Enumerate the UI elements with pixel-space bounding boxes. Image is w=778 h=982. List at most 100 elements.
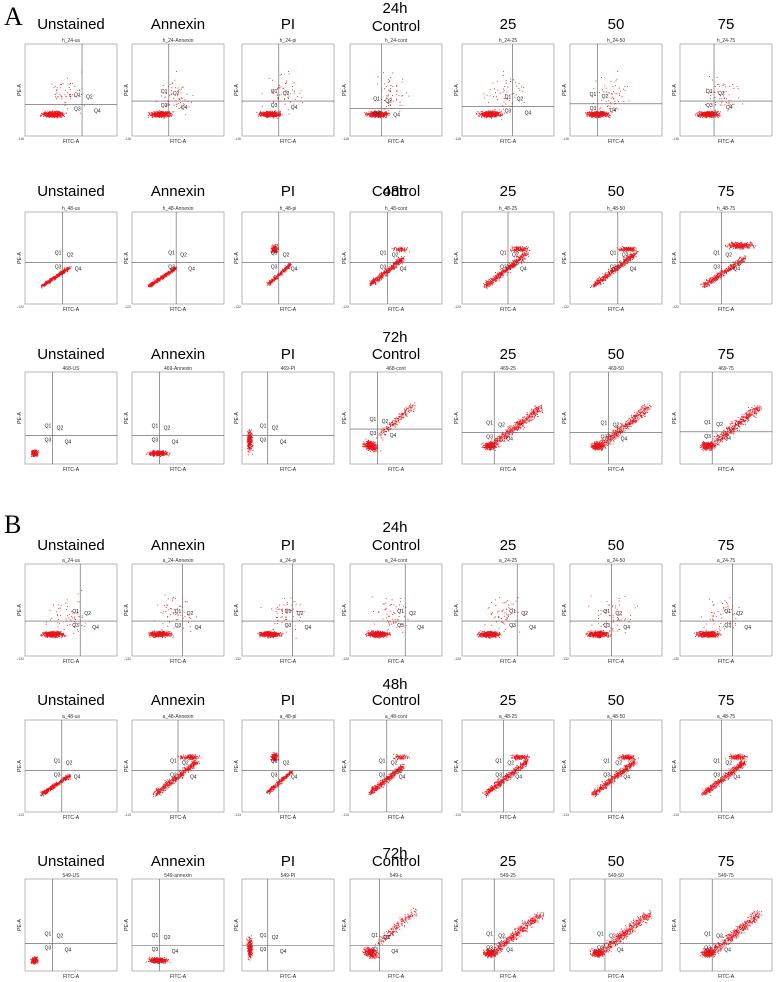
event-dot: [491, 115, 493, 117]
event-dot: [601, 115, 602, 116]
event-dot: [715, 114, 717, 116]
event-dot: [179, 88, 181, 90]
event-dot: [181, 88, 182, 90]
event-dot: [589, 111, 590, 113]
event-dot: [57, 111, 58, 113]
event-dot: [495, 115, 496, 116]
event-dot: [272, 79, 273, 81]
event-dot: [156, 115, 157, 117]
event-dot: [390, 85, 392, 86]
event-dot: [380, 116, 382, 118]
event-dot: [487, 111, 489, 113]
event-dot: [171, 270, 173, 272]
event-dot: [383, 115, 385, 117]
event-dot: [61, 114, 63, 116]
event-dot: [491, 116, 493, 118]
event-dot: [607, 113, 609, 114]
event-dot: [282, 88, 284, 90]
event-dot: [162, 117, 164, 119]
event-dot: [59, 271, 61, 273]
event-dot: [156, 113, 158, 114]
event-dot: [383, 113, 384, 115]
event-dot: [594, 111, 596, 113]
event-dot: [373, 114, 375, 116]
event-dot: [58, 114, 59, 116]
event-dot: [273, 117, 275, 119]
event-dot: [497, 115, 499, 116]
event-dot: [176, 103, 178, 105]
event-dot: [40, 115, 42, 117]
event-dot: [370, 116, 371, 118]
event-dot: [477, 111, 479, 113]
event-dot: [372, 111, 373, 113]
event-dot: [486, 116, 488, 117]
axis-min-tick: -116: [672, 137, 679, 141]
event-dot: [504, 112, 505, 114]
event-dot: [724, 104, 726, 106]
event-dot: [169, 112, 171, 114]
event-dot: [54, 115, 55, 117]
event-dot: [728, 85, 730, 87]
event-dot: [52, 113, 53, 114]
event-dot: [483, 114, 485, 116]
event-dot: [289, 93, 291, 95]
event-dot: [371, 114, 373, 116]
event-dot: [709, 76, 710, 77]
event-dot: [591, 115, 592, 117]
event-dot: [712, 79, 713, 81]
event-dot: [162, 85, 164, 86]
event-dot: [48, 280, 50, 282]
event-dot: [493, 113, 495, 115]
event-dot: [595, 112, 597, 114]
event-dot: [495, 113, 497, 115]
event-dot: [717, 111, 718, 113]
event-dot: [51, 115, 53, 117]
event-dot: [496, 115, 498, 117]
event-dot: [148, 114, 149, 116]
event-dot: [588, 114, 590, 115]
event-dot: [616, 107, 617, 109]
event-dot: [711, 112, 712, 114]
event-dot: [161, 276, 163, 278]
event-dot: [602, 111, 603, 112]
event-dot: [280, 111, 281, 113]
event-dot: [721, 104, 723, 106]
event-dot: [596, 111, 598, 112]
event-dot: [60, 271, 62, 273]
event-dot: [593, 113, 595, 115]
event-dot: [365, 115, 367, 117]
event-dot: [711, 114, 713, 116]
event-dot: [72, 83, 73, 85]
event-dot: [60, 116, 62, 118]
event-dot: [52, 277, 54, 279]
event-dot: [485, 115, 487, 117]
event-dot: [278, 86, 279, 88]
event-dot: [263, 113, 265, 115]
event-dot: [51, 115, 52, 116]
event-dot: [493, 110, 495, 112]
event-dot: [64, 268, 66, 270]
event-dot: [60, 273, 62, 275]
event-dot: [63, 272, 65, 274]
event-dot: [482, 113, 484, 114]
event-dot: [703, 114, 705, 116]
event-dot: [705, 104, 707, 105]
event-dot: [716, 111, 718, 113]
event-dot: [702, 115, 704, 116]
event-dot: [257, 114, 259, 116]
event-dot: [63, 268, 65, 270]
event-dot: [603, 115, 605, 117]
event-dot: [374, 113, 376, 115]
event-dot: [170, 114, 172, 116]
event-dot: [45, 284, 46, 286]
event-dot: [169, 104, 170, 106]
event-dot: [278, 115, 280, 117]
event-dot: [707, 111, 709, 112]
event-dot: [704, 113, 706, 115]
event-dot: [484, 112, 486, 113]
event-dot: [698, 110, 700, 112]
event-dot: [150, 284, 152, 286]
event-dot: [267, 114, 269, 116]
event-dot: [40, 115, 42, 117]
event-dot: [485, 113, 487, 115]
